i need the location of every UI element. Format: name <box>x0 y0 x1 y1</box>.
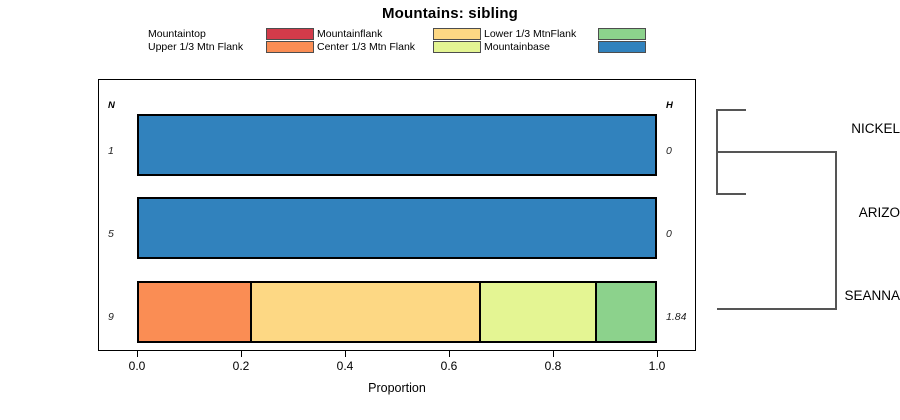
legend-column-3: Lower 1/3 MtnFlank Mountainbase <box>484 27 646 53</box>
bar-row-arizo[interactable] <box>137 197 657 259</box>
bar-row-nickel[interactable] <box>137 114 657 176</box>
h-value-nickel: 0 <box>666 145 672 157</box>
legend-swatch-mountainflank <box>433 27 481 40</box>
legend-swatch-mountaintop <box>266 27 314 40</box>
legend-swatch-mountainbase <box>598 40 646 53</box>
x-axis-tick-label: 0.0 <box>128 359 146 373</box>
x-axis-tick-label: 1.0 <box>648 359 666 373</box>
legend-item: Mountaintop <box>148 27 314 40</box>
row-label-nickel: NICKEL <box>851 121 900 136</box>
dendrogram-svg <box>716 109 837 310</box>
legend-swatch-center-third-flank <box>433 40 481 53</box>
legend-label: Upper 1/3 Mtn Flank <box>148 40 244 53</box>
legend-label: Center 1/3 Mtn Flank <box>317 40 416 53</box>
bar-segment[interactable] <box>139 116 655 174</box>
x-axis-tick <box>137 351 138 357</box>
legend-label: Mountainflank <box>317 27 383 40</box>
bar-segment[interactable] <box>139 199 655 257</box>
x-axis-tick <box>657 351 658 357</box>
x-axis-tick-label: 0.2 <box>232 359 250 373</box>
n-value-nickel: 1 <box>108 145 114 157</box>
legend-item: Upper 1/3 Mtn Flank <box>148 40 314 53</box>
bar-row-seanna[interactable] <box>137 281 657 343</box>
chart-title: Mountains: sibling <box>381 5 519 22</box>
legend-item: Center 1/3 Mtn Flank <box>317 40 481 53</box>
bar-segment[interactable] <box>597 283 655 341</box>
n-value-arizo: 5 <box>108 228 114 240</box>
x-axis-tick-label: 0.4 <box>336 359 354 373</box>
legend-item: Mountainbase <box>484 40 646 53</box>
h-column-header: H <box>666 100 673 111</box>
bar-segment[interactable] <box>251 283 481 341</box>
dendrogram <box>700 79 900 351</box>
x-axis-tick <box>345 351 346 357</box>
legend-column-1: Mountaintop Upper 1/3 Mtn Flank <box>148 27 314 53</box>
h-value-seanna: 1.84 <box>666 311 687 323</box>
legend-swatch-lower-third-flank <box>598 27 646 40</box>
x-axis-title: Proportion <box>368 381 426 395</box>
x-axis-tick-label: 0.6 <box>440 359 458 373</box>
legend-label: Mountaintop <box>148 27 206 40</box>
legend: Mountaintop Upper 1/3 Mtn Flank Mountain… <box>148 27 649 53</box>
legend-item: Mountainflank <box>317 27 481 40</box>
legend-item: Lower 1/3 MtnFlank <box>484 27 646 40</box>
legend-label: Mountainbase <box>484 40 550 53</box>
legend-label: Lower 1/3 MtnFlank <box>484 27 577 40</box>
bar-segment[interactable] <box>480 283 598 341</box>
n-value-seanna: 9 <box>108 311 114 323</box>
row-label-arizo: ARIZO <box>858 205 900 220</box>
x-axis-tick-label: 0.8 <box>544 359 562 373</box>
dendro-branch-root <box>717 151 837 310</box>
row-label-seanna: SEANNA <box>844 288 900 303</box>
legend-column-2: Mountainflank Center 1/3 Mtn Flank <box>317 27 481 53</box>
n-column-header: N <box>108 100 115 111</box>
x-axis-tick <box>449 351 450 357</box>
bar-segment[interactable] <box>139 283 252 341</box>
h-value-arizo: 0 <box>666 228 672 240</box>
legend-swatch-upper-third-flank <box>266 40 314 53</box>
x-axis-tick <box>553 351 554 357</box>
x-axis-tick <box>241 351 242 357</box>
